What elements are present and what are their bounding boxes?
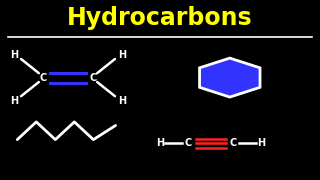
Text: H: H — [10, 96, 18, 106]
Polygon shape — [200, 58, 260, 97]
Text: C: C — [185, 138, 192, 148]
Text: Hydrocarbons: Hydrocarbons — [67, 6, 253, 30]
Text: C: C — [229, 138, 236, 148]
Text: H: H — [10, 50, 18, 60]
Text: C: C — [39, 73, 46, 83]
Text: H: H — [118, 50, 126, 60]
Text: H: H — [118, 96, 126, 106]
Text: H: H — [258, 138, 266, 148]
Text: C: C — [90, 73, 97, 83]
Text: H: H — [156, 138, 164, 148]
